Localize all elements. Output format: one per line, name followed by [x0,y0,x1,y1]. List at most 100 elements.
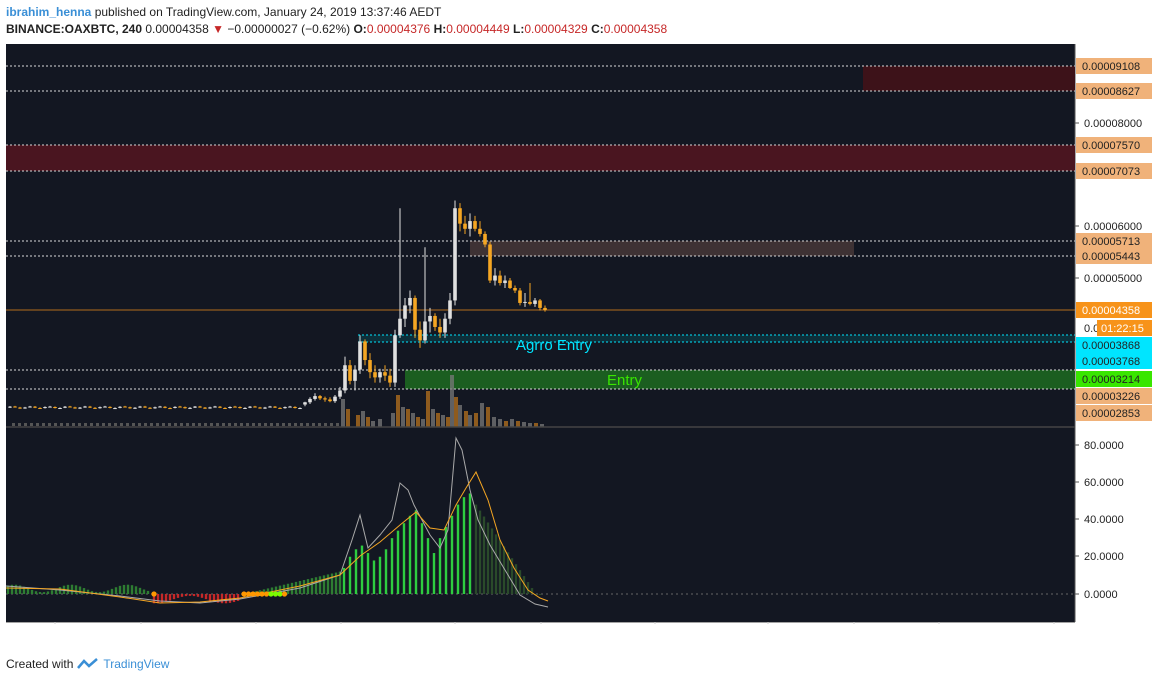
candle[interactable] [323,396,327,402]
candle[interactable] [388,368,392,387]
candle[interactable] [8,405,12,409]
candle[interactable] [508,278,512,289]
candle[interactable] [453,200,457,306]
candle[interactable] [373,365,377,383]
candle[interactable] [233,405,237,408]
candle[interactable] [498,270,502,286]
candle[interactable] [288,405,292,408]
candle[interactable] [293,406,297,409]
candles[interactable] [8,200,547,410]
candle[interactable] [443,313,447,338]
candle[interactable] [133,407,137,409]
candle[interactable] [513,285,517,293]
candle[interactable] [528,283,532,306]
candle[interactable] [423,247,427,344]
candle[interactable] [18,406,22,409]
candle[interactable] [438,318,442,338]
candle[interactable] [208,406,212,409]
candle[interactable] [48,405,52,408]
candle[interactable] [283,406,287,409]
candle[interactable] [128,406,132,409]
candle[interactable] [43,406,47,409]
candle[interactable] [518,288,522,306]
candle[interactable] [138,405,142,408]
candle[interactable] [273,405,277,409]
candle[interactable] [183,406,187,409]
candle[interactable] [78,406,82,409]
candle[interactable] [28,405,32,408]
candle[interactable] [263,406,267,409]
candle[interactable] [113,407,117,410]
candle[interactable] [358,335,362,374]
candle[interactable] [268,405,272,408]
candle[interactable] [398,208,402,338]
candle[interactable] [33,406,37,409]
author-link[interactable]: ibrahim_henna [6,5,92,19]
candle[interactable] [13,405,17,408]
candle[interactable] [108,406,112,409]
candle[interactable] [158,405,162,408]
candle[interactable] [468,213,472,237]
candle[interactable] [328,397,332,403]
candle[interactable] [483,231,487,248]
candle[interactable] [378,368,382,383]
candle[interactable] [63,406,67,409]
candle[interactable] [173,406,177,409]
candle[interactable] [503,275,507,289]
candle[interactable] [363,339,367,366]
candle[interactable] [313,393,317,401]
candle[interactable] [73,406,77,409]
candle[interactable] [433,313,437,331]
tradingview-link[interactable]: TradingView [103,657,170,671]
candle[interactable] [338,386,342,399]
candle[interactable] [428,307,432,333]
candle[interactable] [253,405,257,408]
candle[interactable] [303,401,307,407]
candle[interactable] [318,394,322,401]
candle[interactable] [488,241,492,284]
candle[interactable] [153,406,157,409]
candle[interactable] [148,407,152,409]
candle[interactable] [343,356,347,394]
candle[interactable] [463,215,467,234]
candle[interactable] [538,298,542,311]
candle[interactable] [298,407,302,410]
time-axis[interactable]: 7101417212428Feb4711 [6,622,1075,624]
candle[interactable] [213,405,217,408]
candle[interactable] [223,407,227,409]
candle[interactable] [473,215,477,232]
candle[interactable] [248,406,252,409]
candle[interactable] [408,290,412,314]
candle[interactable] [523,292,527,307]
candle[interactable] [258,406,262,409]
candle[interactable] [333,394,337,403]
candle[interactable] [203,406,207,409]
candle[interactable] [58,407,62,409]
candle[interactable] [38,407,42,409]
candle[interactable] [198,405,202,408]
candle[interactable] [178,405,182,408]
candle[interactable] [458,203,462,232]
candle[interactable] [533,297,537,307]
candle[interactable] [53,406,57,409]
indicator-axis[interactable]: 80.0000 60.0000 40.0000 20.0000 0.0000 [1075,440,1124,601]
candle[interactable] [98,406,102,409]
candle[interactable] [348,360,352,385]
candle[interactable] [353,365,357,391]
candle[interactable] [403,297,407,327]
candle[interactable] [448,292,452,325]
candle[interactable] [168,407,172,410]
candle[interactable] [418,321,422,348]
candle[interactable] [163,406,167,409]
candle[interactable] [193,405,197,408]
candle[interactable] [123,405,127,408]
candle[interactable] [83,405,87,408]
candle[interactable] [68,405,72,408]
candle[interactable] [393,329,397,387]
candle[interactable] [243,407,247,409]
candle[interactable] [88,405,92,408]
candle[interactable] [238,406,242,409]
candle[interactable] [493,268,497,286]
candle[interactable] [23,406,27,409]
candle[interactable] [543,305,547,312]
